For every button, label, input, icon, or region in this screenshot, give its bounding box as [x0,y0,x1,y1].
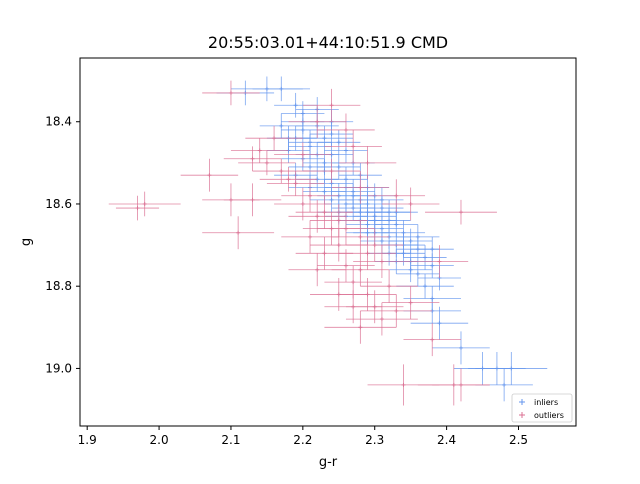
y-tick-label: 18.6 [45,197,72,211]
x-tick-label: 2.1 [221,433,240,447]
plot-marks [108,76,548,406]
data-point-outliers [266,171,325,196]
y-axis: 18.4 18.6 18.8 19.0 [45,115,80,375]
data-point-outliers [180,158,239,192]
y-tick-label: 18.4 [45,115,72,129]
data-point-inliers [252,76,311,102]
data-point-outliers [324,290,382,324]
data-point-outliers [410,245,469,278]
data-point-outliers [345,228,404,262]
data-point-inliers [345,220,390,246]
data-point-outliers [302,88,361,122]
data-point-outliers [317,212,375,246]
x-tick-label: 2.4 [437,433,456,447]
y-tick-label: 19.0 [45,361,72,375]
data-point-outliers [274,187,332,221]
x-tick-label: 2.0 [150,433,169,447]
data-point-inliers [475,351,548,385]
plot-area [108,76,548,406]
data-point-outliers [338,236,397,270]
data-point-inliers [410,236,454,262]
x-tick-label: 2.5 [509,433,528,447]
data-point-outliers [360,294,433,328]
data-point-outliers [403,323,461,357]
data-point-outliers [381,187,440,221]
x-axis: 1.9 2.0 2.1 2.2 2.3 2.4 2.5 [78,426,528,447]
legend-marker-inliers [519,399,525,405]
data-point-outliers [274,142,332,167]
data-point-outliers [381,286,440,320]
data-point-outliers [115,195,160,221]
data-point-outliers [302,158,361,184]
data-point-outliers [202,80,260,106]
chart-title: 20:55:03.01+44:10:51.9 CMD [208,33,448,52]
legend-marker-outliers [519,412,525,418]
x-tick-label: 1.9 [78,433,97,447]
series-outliers [108,80,497,406]
data-point-outliers [331,220,390,254]
data-point-outliers [432,368,490,402]
data-point-outliers [281,220,339,254]
data-point-outliers [230,138,289,163]
data-point-inliers [410,306,469,340]
data-point-outliers [353,245,411,278]
data-point-outliers [295,195,354,229]
data-point-inliers [432,331,490,365]
data-point-outliers [259,166,318,192]
axes-frame [79,57,577,427]
data-point-outliers [288,253,346,287]
data-point-outliers [202,216,275,250]
x-tick-label: 2.3 [365,433,384,447]
data-point-outliers [367,179,426,213]
data-point-outliers [288,105,346,139]
data-point-outliers [310,203,368,237]
data-point-outliers [324,129,382,163]
y-axis-label: g [19,238,34,246]
data-point-outliers [281,179,339,213]
data-point-inliers [396,261,440,287]
legend: inliers outliers [511,393,573,423]
data-point-outliers [360,269,418,303]
data-point-outliers [245,125,303,151]
data-point-outliers [331,171,390,204]
legend-label-outliers: outliers [534,411,564,420]
legend-box [511,393,573,423]
data-point-outliers [223,183,282,217]
data-point-outliers [108,191,181,217]
data-point-outliers [324,310,397,344]
data-point-outliers [310,277,368,311]
data-point-outliers [317,113,375,147]
data-point-outliers [425,199,497,225]
data-point-outliers [345,302,418,336]
data-point-outliers [288,199,346,233]
x-tick-label: 2.2 [293,433,312,447]
y-tick-label: 18.8 [45,279,72,293]
data-point-outliers [338,146,397,180]
legend-label-inliers: inliers [534,398,558,407]
x-axis-label: g-r [319,455,338,470]
data-point-outliers [317,249,375,283]
